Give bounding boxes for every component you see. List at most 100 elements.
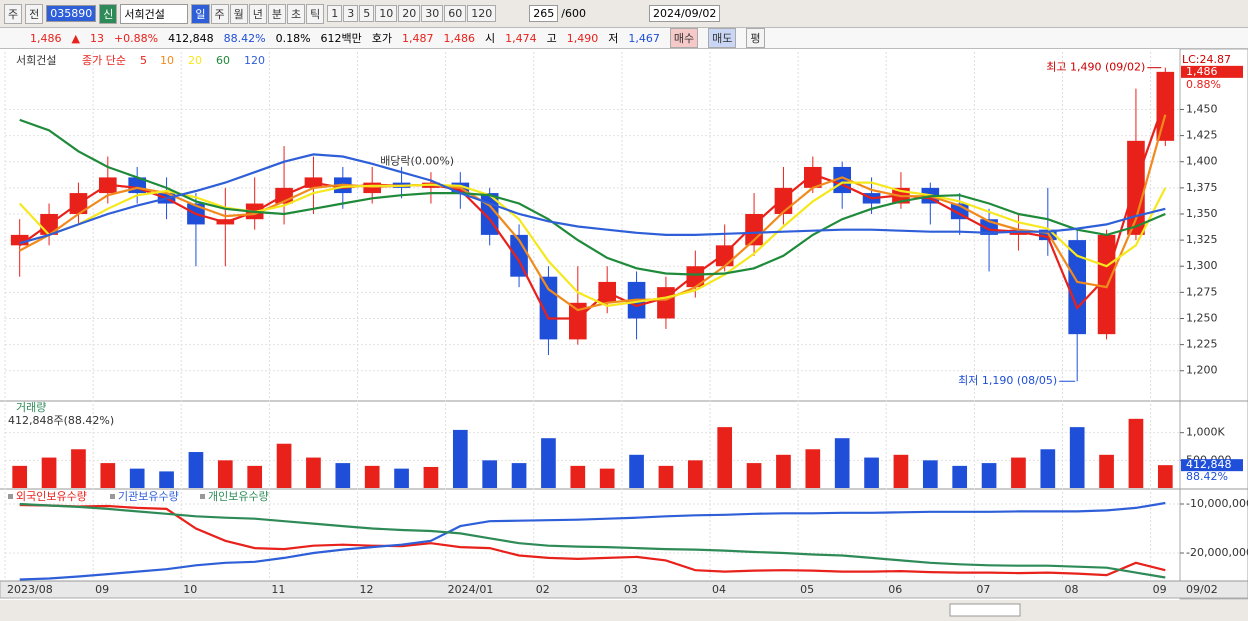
legend-entry: 5 xyxy=(140,54,147,67)
y-tick-label: 1,425 xyxy=(1186,129,1218,142)
volume-bar xyxy=(1011,457,1026,488)
volume-bar xyxy=(364,465,380,488)
bid: 1,486 xyxy=(443,31,476,45)
volume-bar xyxy=(306,457,321,488)
interval[interactable]: 120 xyxy=(467,5,497,22)
volume-bar xyxy=(1157,465,1173,488)
scroll-thumb[interactable] xyxy=(949,603,1021,617)
volume-bar xyxy=(12,465,28,488)
amount: 612백만 xyxy=(320,32,362,45)
volume-bar xyxy=(452,429,468,488)
period[interactable]: 월 xyxy=(229,3,248,24)
volume: 412,848 xyxy=(168,31,214,45)
low-label: 저 xyxy=(608,32,619,45)
legend-entry: 외국인보유수량 xyxy=(16,490,87,503)
interval[interactable]: 30 xyxy=(421,5,444,22)
interval[interactable]: 1 xyxy=(327,5,343,22)
volume-bar xyxy=(1128,418,1144,488)
legend-ma: 종가 단순 xyxy=(82,54,126,67)
y-tick-label: 1,300 xyxy=(1186,259,1218,272)
volume-bar xyxy=(834,438,850,488)
y-tick-label: 1,400 xyxy=(1186,155,1218,168)
volume-bar xyxy=(511,463,527,488)
arrow: ▲ xyxy=(71,31,80,45)
interval[interactable]: 60 xyxy=(444,5,467,22)
volume-bar xyxy=(746,463,762,488)
volume-bar xyxy=(482,460,498,488)
volume-bar xyxy=(335,463,351,488)
holding-line xyxy=(19,502,1166,579)
change-tag: 0.88% xyxy=(1186,78,1221,91)
volume-bar xyxy=(599,468,615,488)
panel-subtitle: 412,848주(88.42%) xyxy=(8,414,114,427)
period[interactable]: 초 xyxy=(287,3,306,24)
volume-bar xyxy=(1040,449,1056,488)
volume-tag-label: 412,848 xyxy=(1186,458,1232,471)
y-tick-label: 1,350 xyxy=(1186,207,1218,220)
x-tick-label: 11 xyxy=(271,583,285,596)
y-tick-label: 1,000K xyxy=(1186,426,1225,439)
lc-label: LC:24.87 xyxy=(1182,53,1231,66)
background xyxy=(0,49,1248,621)
interval[interactable]: 3 xyxy=(343,5,359,22)
x-tick-label: 04 xyxy=(712,583,726,596)
candle-body xyxy=(1127,140,1145,235)
legend-entry: 20 xyxy=(188,54,202,67)
y-tick-label: 1,225 xyxy=(1186,338,1218,351)
count[interactable]: 265 xyxy=(529,5,559,22)
x-tick-label: 2024/01 xyxy=(448,583,494,596)
candle-body xyxy=(1068,240,1086,335)
buy[interactable]: 매수 xyxy=(669,28,699,48)
y-tick-label: 1,275 xyxy=(1186,285,1218,298)
period[interactable]: 분 xyxy=(267,3,286,24)
volume-bar xyxy=(423,466,439,488)
interval[interactable]: 20 xyxy=(398,5,421,22)
quote-label: 호가 xyxy=(371,32,393,45)
legend-swatch xyxy=(110,494,115,499)
period[interactable]: 일 xyxy=(191,3,210,24)
volume-bar xyxy=(541,438,556,488)
panel-title: 거래량 xyxy=(16,401,46,414)
market[interactable]: 주 xyxy=(4,3,23,24)
legend-swatch xyxy=(200,494,205,499)
interval[interactable]: 5 xyxy=(359,5,375,22)
period[interactable]: 주 xyxy=(210,3,229,24)
avg[interactable]: 평 xyxy=(746,28,765,48)
volume-bar xyxy=(159,471,174,488)
volume-bar xyxy=(570,465,586,488)
volume-bar xyxy=(658,465,674,488)
volume-bar xyxy=(217,460,233,488)
open: 1,474 xyxy=(505,31,537,45)
last-date: 09/02 xyxy=(1186,583,1218,596)
volume-bar xyxy=(1069,427,1085,488)
legend-stock: 서희건설 xyxy=(16,54,56,67)
x-tick-label: 09 xyxy=(1153,583,1167,596)
holding-line xyxy=(19,501,1166,581)
y-tick-label: 1,450 xyxy=(1186,102,1218,115)
volume-tag xyxy=(1181,459,1243,472)
period[interactable]: 년 xyxy=(248,3,267,24)
stock-name[interactable]: 서희건설 xyxy=(120,3,189,24)
x-tick-label: 06 xyxy=(888,583,902,596)
legend-entry: 10 xyxy=(160,54,174,67)
volume-bar xyxy=(129,468,145,488)
y-tick-label: 1,325 xyxy=(1186,233,1218,246)
open-label: 시 xyxy=(485,32,496,45)
x-tick-label: 05 xyxy=(800,583,814,596)
sell[interactable]: 매도 xyxy=(708,28,737,48)
volume-bar xyxy=(188,452,204,488)
prev[interactable]: 전 xyxy=(25,3,44,24)
y-tick-label: 1,375 xyxy=(1186,181,1218,194)
volume-bar xyxy=(394,468,409,488)
volume-bar xyxy=(981,463,997,488)
code[interactable]: 035890 xyxy=(46,5,97,22)
date[interactable]: 2024/09/02 xyxy=(648,5,721,22)
period[interactable]: 틱 xyxy=(306,3,325,24)
legend-entry: 60 xyxy=(216,54,230,67)
volume-bar xyxy=(864,457,879,488)
dividend-note: 배당락(0.00%) xyxy=(380,155,454,168)
interval[interactable]: 10 xyxy=(375,5,398,22)
volume-bar xyxy=(41,457,57,488)
